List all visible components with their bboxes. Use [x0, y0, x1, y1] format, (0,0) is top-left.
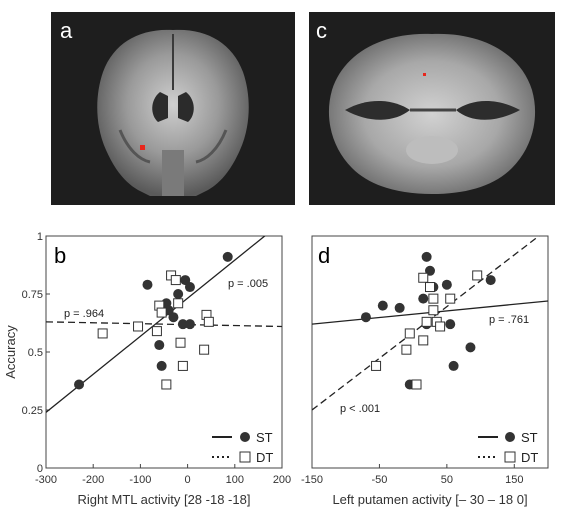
point-st-b-6 [168, 312, 179, 323]
y-tick-label-b-3: 0.75 [22, 289, 43, 301]
axial-brain-slice [328, 33, 536, 195]
point-dt-b-5 [161, 379, 172, 390]
point-dt-b-13 [203, 316, 214, 327]
legend-d: ST DT [478, 430, 538, 465]
point-st-d-11 [445, 319, 456, 330]
y-tick-label-b-0: 0 [37, 463, 43, 475]
point-dt-b-8 [173, 298, 184, 309]
point-dt-b-11 [199, 344, 210, 355]
legend-marker-st-d [505, 432, 515, 442]
point-dt-d-9 [428, 293, 439, 304]
p-value-dt-b: p = .964 [64, 308, 104, 320]
y-tick-label-b-2: 0.5 [28, 347, 43, 359]
y-axis-title-b: Accuracy [3, 325, 18, 379]
point-dt-d-13 [472, 270, 483, 281]
x-tick-label-d-2: 50 [441, 474, 453, 486]
x-tick-label-b-5: 200 [273, 474, 291, 486]
point-dt-d-8 [428, 305, 439, 316]
point-dt-b-10 [177, 360, 188, 371]
point-st-b-0 [74, 379, 85, 390]
point-st-d-4 [418, 293, 429, 304]
point-st-b-11 [184, 282, 195, 293]
point-st-b-8 [177, 319, 188, 330]
legend-label-st-d: ST [521, 430, 538, 445]
point-dt-b-1 [133, 321, 144, 332]
plot-frame-d [311, 235, 549, 469]
x-tick-label-b-4: 100 [226, 474, 244, 486]
legend-marker-dt-d [504, 451, 516, 463]
legend-marker-dt-b [239, 451, 251, 463]
point-st-b-3 [156, 360, 167, 371]
panel-label-d: d [318, 243, 330, 268]
point-st-d-5 [421, 251, 432, 262]
point-dt-d-7 [425, 282, 435, 293]
point-dt-d-12 [445, 293, 456, 304]
brain-panel-label-c: c [316, 18, 327, 43]
point-st-d-2 [394, 302, 405, 313]
point-dt-b-9 [175, 337, 186, 348]
point-dt-d-0 [371, 360, 382, 371]
panel-label-b: b [54, 243, 66, 268]
point-st-d-10 [441, 279, 452, 290]
x-tick-label-b-0: -300 [35, 474, 57, 486]
point-dt-d-4 [418, 335, 429, 346]
axis-ticks-b: -300 -200 -100 0 100 200 0 0.25 0.5 0.75 1 [22, 231, 292, 486]
x-tick-label-d-1: -50 [371, 474, 387, 486]
activation-blob-putamen [423, 73, 426, 76]
point-dt-d-11 [435, 321, 446, 332]
activation-blob-mtl [140, 145, 145, 150]
chart-panel-d: -150 -50 50 150 d p = .761 p < .001 ST DT L… [301, 235, 549, 507]
point-st-b-7 [173, 289, 184, 299]
point-st-d-12 [448, 360, 459, 371]
legend-label-dt-d: DT [521, 450, 538, 465]
x-axis-title-d: Left putamen activity [– 30 – 18 0] [332, 492, 527, 507]
point-dt-d-2 [404, 328, 415, 339]
point-st-d-13 [465, 342, 476, 353]
data-points-b [74, 251, 233, 390]
point-dt-d-3 [411, 379, 422, 390]
fit-line-dt-b [46, 321, 282, 328]
point-st-d-14 [485, 275, 496, 286]
point-dt-b-0 [97, 328, 108, 339]
brain-panel-c: c [309, 12, 555, 205]
legend-marker-st-b [240, 432, 250, 442]
point-st-b-12 [222, 251, 233, 262]
legend-label-dt-b: DT [256, 450, 273, 465]
chart-panel-b: -300 -200 -100 0 100 200 0 0.25 0.5 0.75 1 b p = .… [3, 231, 292, 507]
x-tick-label-d-3: 150 [505, 474, 523, 486]
point-dt-b-4 [156, 307, 167, 318]
point-st-d-0 [360, 312, 371, 323]
point-dt-d-6 [421, 316, 432, 327]
point-dt-d-5 [418, 272, 429, 283]
y-tick-label-b-4: 1 [37, 231, 43, 243]
p-value-st-d: p = .761 [489, 314, 529, 326]
brain-panel-label-a: a [60, 18, 73, 43]
x-tick-label-b-2: -100 [129, 474, 151, 486]
x-tick-label-b-3: 0 [185, 474, 191, 486]
point-dt-b-2 [151, 326, 162, 337]
axis-ticks-d: -150 -50 50 150 [301, 464, 523, 486]
data-points-d [360, 251, 496, 390]
x-tick-label-d-0: -150 [301, 474, 323, 486]
coronal-brain-slice [97, 29, 249, 196]
point-st-b-10 [184, 319, 195, 330]
point-st-b-1 [142, 279, 153, 290]
x-tick-label-b-1: -200 [82, 474, 104, 486]
point-dt-d-1 [401, 344, 412, 355]
p-value-dt-d: p < .001 [340, 403, 380, 415]
p-value-st-b: p = .005 [228, 278, 268, 290]
point-st-d-1 [377, 300, 388, 311]
y-tick-label-b-1: 0.25 [22, 405, 43, 417]
point-dt-b-7 [170, 275, 181, 286]
legend-label-st-b: ST [256, 430, 273, 445]
legend-b: ST DT [212, 430, 273, 465]
point-st-b-2 [154, 340, 165, 351]
x-axis-title-b: Right MTL activity [28 -18 -18] [78, 492, 251, 507]
brain-panel-a: a [51, 12, 295, 205]
